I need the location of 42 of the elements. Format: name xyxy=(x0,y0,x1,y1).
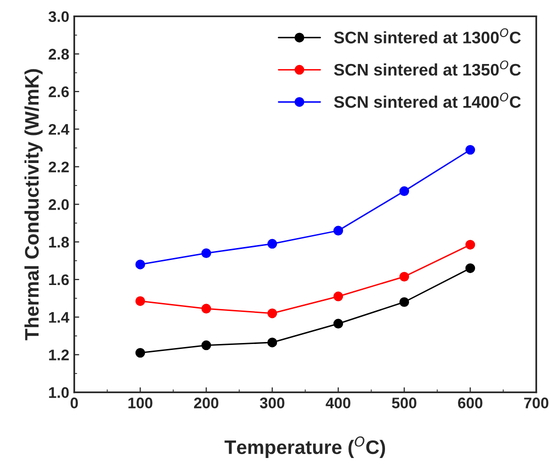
y-tick-label: 1.4 xyxy=(49,312,70,323)
y-tick-label: 2.4 xyxy=(48,124,70,135)
point xyxy=(201,304,212,314)
point xyxy=(201,248,212,258)
x-tick-label: 500 xyxy=(392,398,416,408)
x-axis-title: Temperature ($^{O}$C) xyxy=(224,436,386,458)
point xyxy=(267,338,278,348)
y-tick-label: 2.8 xyxy=(48,48,69,60)
point xyxy=(333,226,344,236)
point xyxy=(135,296,146,306)
x-tick-label: 0 xyxy=(70,398,78,408)
legend-label: SCN sintered at 1300$^{O}$C xyxy=(334,28,521,44)
y-tick-label: 1.0 xyxy=(49,387,69,398)
y-tick-label: 2.6 xyxy=(48,86,69,98)
x-tick-label: 600 xyxy=(458,398,482,408)
point xyxy=(399,272,410,282)
point xyxy=(465,240,476,250)
point xyxy=(333,292,344,302)
y-tick-label: 1.8 xyxy=(49,236,69,248)
point xyxy=(465,263,476,274)
y-tick-label: 2.2 xyxy=(48,162,69,172)
point xyxy=(399,297,410,307)
point xyxy=(333,318,344,329)
legend-label: SCN sintered at 1400$^{O}$C xyxy=(334,92,521,108)
point xyxy=(267,238,278,249)
y-tick-label: 1.6 xyxy=(49,274,69,286)
point xyxy=(201,340,212,350)
point xyxy=(399,186,410,196)
x-tick-label: 400 xyxy=(326,398,350,408)
point xyxy=(135,260,146,270)
y-tick-label: 1.2 xyxy=(49,350,69,360)
y-tick-label: 3.0 xyxy=(48,11,69,22)
point xyxy=(135,348,146,358)
point xyxy=(267,308,278,318)
y-tick-label: 2.0 xyxy=(48,199,69,210)
point xyxy=(465,144,476,155)
x-tick-label: 300 xyxy=(260,398,284,408)
legend-label: SCN sintered at 1350$^{O}$C xyxy=(334,60,521,76)
y-axis-title: Thermal Conductivity (W/mK) xyxy=(24,69,43,340)
x-tick-label: 200 xyxy=(194,398,218,408)
x-tick-label: 100 xyxy=(128,398,152,408)
x-tick-label: 700 xyxy=(524,398,548,408)
